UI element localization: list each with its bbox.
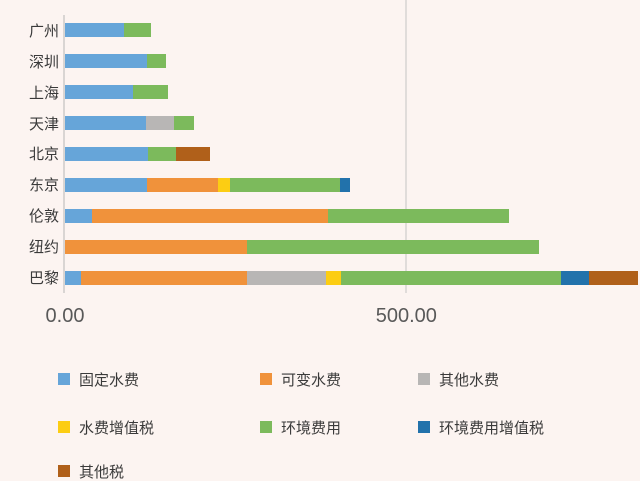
category-label: 伦敦 [28,209,59,226]
category-label: 纽约 [28,240,59,257]
legend-swatch [58,465,70,477]
bar-segment [325,270,341,285]
category-label: 东京 [28,178,59,195]
bar-segment [174,116,194,131]
stacked-bar [65,85,169,100]
bar-segment [92,208,329,223]
bar-segment [247,239,540,254]
bar-segment [65,270,81,285]
bar-segment [124,23,151,38]
bar-segment [176,147,211,161]
bar-segment [65,239,248,254]
stacked-bar [65,116,194,131]
bar-segment [230,177,341,192]
legend-label: 其他水费 [439,372,500,389]
legend-label: 可变水费 [281,372,342,389]
bar-segment [328,208,509,223]
legend-swatch [260,373,272,385]
category-label: 北京 [28,147,59,164]
category-label: 广州 [28,23,59,40]
legend-label: 其他税 [79,464,125,481]
legend-label: 环境费用 [281,420,342,437]
legend-swatch [58,373,70,385]
bar-segment [247,270,326,285]
bar-segment [589,270,638,285]
stacked-bar [65,23,151,38]
gridline [405,0,408,293]
legend-label: 固定水费 [79,372,140,389]
legend-label: 水费增值税 [79,420,155,437]
legend-item: 其他税 [58,463,125,481]
bar-segment [148,147,177,161]
bar-segment [561,270,590,285]
category-label: 巴黎 [28,271,59,288]
legend-item: 可变水费 [260,371,342,389]
stacked-bar [65,239,540,254]
bar-segment [65,177,147,192]
bar-segment [65,208,93,223]
legend-item: 环境费用 [260,419,342,437]
plot-area: 广州深圳上海天津北京东京伦敦纽约巴黎 [28,0,638,293]
x-tick-label: 500.00 [375,305,437,327]
legend-swatch [418,373,430,385]
stacked-bar [65,177,351,192]
bar-segment [65,147,149,161]
stacked-bar [65,147,211,161]
bar-segment [340,270,562,285]
legend-item: 环境费用增值税 [418,419,545,437]
legend-item: 水费增值税 [58,419,155,437]
bar-segment [65,54,147,69]
category-label: 天津 [28,116,59,133]
bar-segment [146,116,175,131]
stacked-bar [65,270,638,285]
y-axis-line [63,15,65,293]
legend-swatch [418,421,430,433]
bar-segment [65,85,133,100]
legend-label: 环境费用增值税 [439,420,545,437]
bar-segment [146,177,218,192]
stacked-bar [65,54,167,69]
bar-segment [65,23,125,38]
bar-segment [80,270,248,285]
bar-segment [217,177,231,192]
bar-segment [340,177,351,192]
bar-segment [132,85,169,100]
legend-item: 其他水费 [418,371,500,389]
bar-segment [146,54,167,69]
stacked-bar [65,208,509,223]
legend-swatch [260,421,272,433]
category-label: 上海 [28,85,59,102]
x-tick-label: 0.00 [45,305,85,327]
bar-segment [65,116,147,131]
category-label: 深圳 [28,54,59,71]
legend-item: 固定水费 [58,371,140,389]
legend-swatch [58,421,70,433]
